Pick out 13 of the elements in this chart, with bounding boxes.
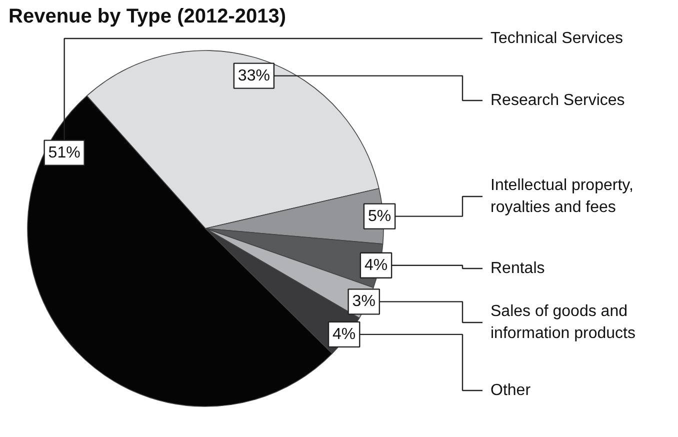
slice-label: Intellectual property, royalties and fees xyxy=(490,177,634,216)
data-label: 4% xyxy=(364,256,388,274)
slice-label: Technical Services xyxy=(490,30,623,47)
data-label: 5% xyxy=(368,208,392,225)
chart-title: Revenue by Type (2012-2013) xyxy=(8,6,286,28)
slice-label: Research Services xyxy=(490,92,625,109)
slice-label: Sales of goods and information products xyxy=(490,303,636,342)
slice-label: Rentals xyxy=(490,260,545,277)
data-label: 51% xyxy=(48,144,80,162)
data-label: 3% xyxy=(352,293,376,310)
slice-label: Other xyxy=(490,382,532,399)
data-label: 33% xyxy=(238,67,270,84)
data-label: 4% xyxy=(332,326,356,343)
